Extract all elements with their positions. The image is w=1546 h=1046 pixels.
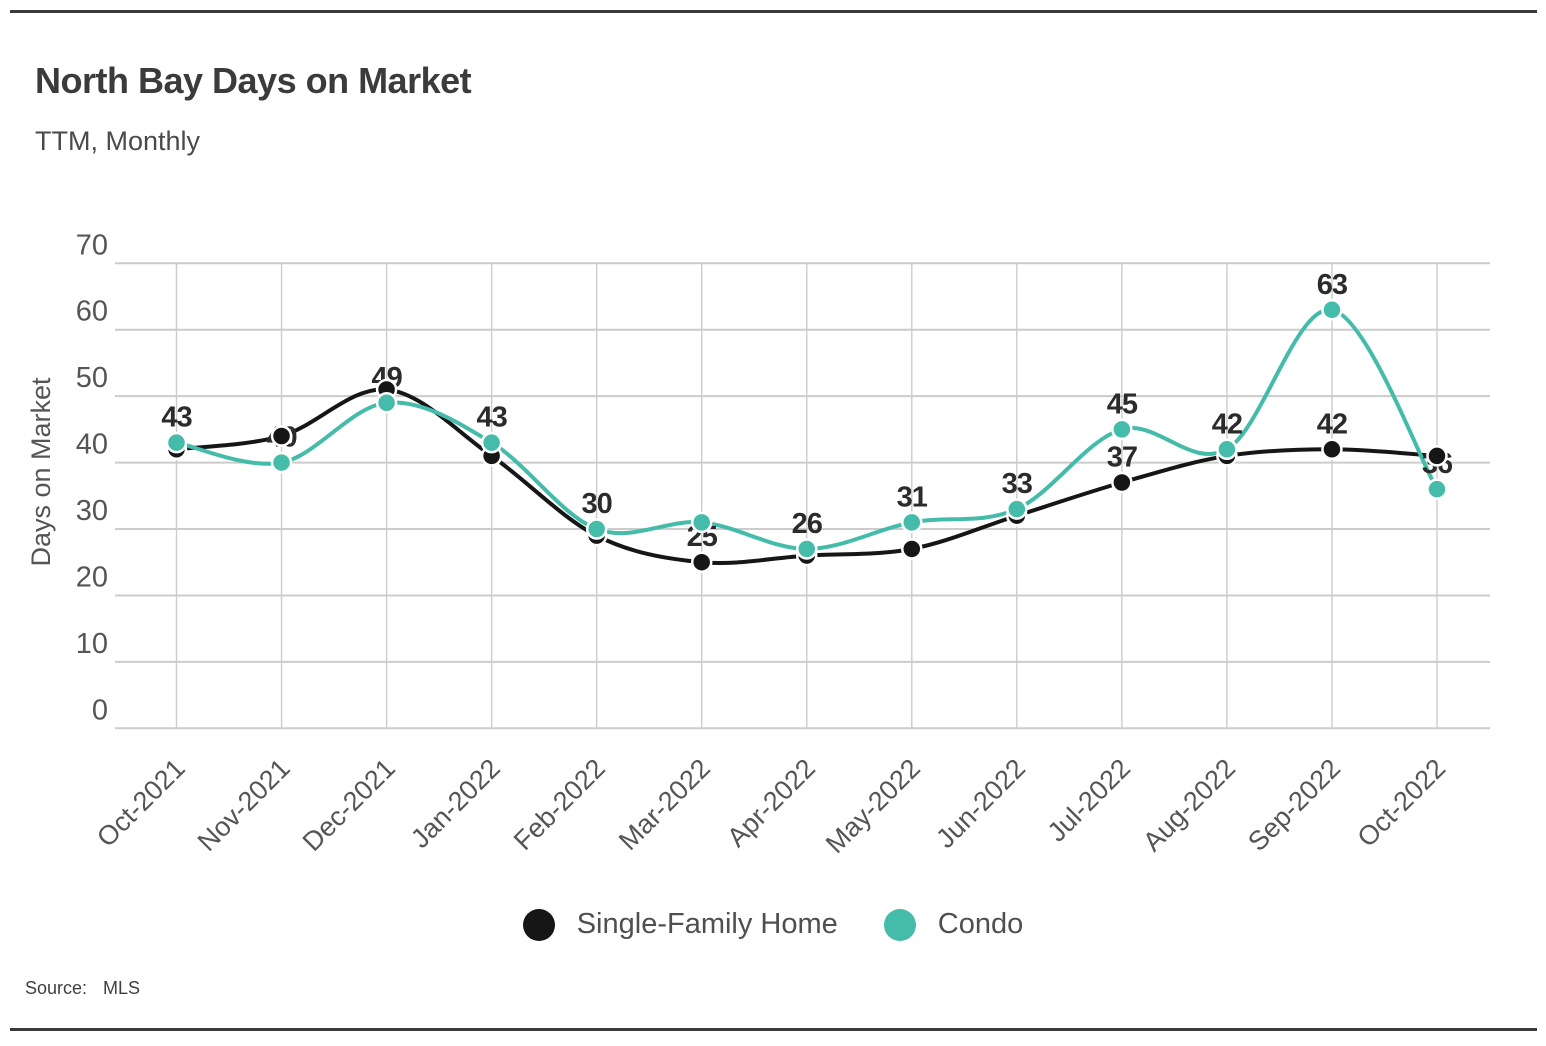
data-point-condo: [1426, 478, 1448, 500]
x-tick-label: Oct-2022: [1351, 753, 1451, 853]
legend-item-single-family-home: Single-Family Home: [522, 908, 838, 941]
data-point-single-family-home: [1426, 445, 1448, 467]
x-tick-label: Jun-2022: [930, 753, 1031, 854]
chart-subtitle: TTM, Monthly: [35, 126, 201, 156]
source-line: Source: MLS: [25, 978, 140, 999]
data-point-condo: [795, 538, 818, 560]
x-tick-label: Feb-2022: [508, 753, 611, 856]
legend-item-condo: Condo: [883, 908, 1024, 941]
y-tick-label: 0: [92, 694, 108, 726]
data-point-single-family-home: [1321, 438, 1343, 461]
data-point-condo: [165, 431, 188, 454]
data-label-condo: 63: [1317, 269, 1348, 301]
top-border-rule: [10, 10, 1537, 13]
data-point-single-family-home: [901, 538, 923, 560]
source-value: MLS: [103, 978, 141, 998]
data-point-single-family-home: [690, 551, 713, 573]
y-tick-label: 60: [76, 296, 108, 328]
data-label-single-family-home: 42: [1317, 408, 1347, 440]
x-tick-label: Apr-2022: [721, 753, 821, 853]
data-point-condo: [585, 518, 608, 540]
data-label-condo: 43: [476, 402, 507, 434]
y-tick-label: 20: [76, 561, 108, 593]
y-tick-label: 50: [76, 362, 108, 394]
data-point-single-family-home: [1111, 471, 1133, 494]
legend-label-condo: Condo: [937, 908, 1024, 940]
data-point-condo: [1321, 299, 1343, 321]
x-tick-label: Aug-2022: [1137, 753, 1241, 857]
condo-marker-icon: [883, 908, 916, 941]
data-label-condo: 42: [1212, 408, 1242, 440]
data-label-condo: 30: [582, 488, 612, 520]
y-tick-label: 40: [76, 429, 108, 461]
single-family-home-marker-icon: [522, 908, 555, 941]
chart-legend: Single-Family Home Condo: [0, 908, 1546, 941]
y-tick-label: 70: [76, 229, 108, 261]
data-label-condo: 33: [1002, 468, 1033, 500]
y-tick-label: 30: [76, 495, 108, 527]
data-label-condo: 31: [897, 481, 928, 513]
chart-title: North Bay Days on Market: [35, 60, 472, 101]
x-tick-label: Jan-2022: [405, 753, 506, 854]
y-tick-label: 10: [76, 628, 108, 660]
data-point-single-family-home: [270, 425, 293, 447]
data-point-condo: [1006, 498, 1028, 520]
x-tick-label: Mar-2022: [613, 753, 716, 856]
source-label: Source:: [25, 978, 88, 998]
y-axis-title: Days on Market: [26, 377, 56, 567]
x-tick-label: May-2022: [820, 753, 926, 859]
data-point-condo: [1216, 438, 1238, 461]
data-point-condo: [480, 431, 503, 454]
x-tick-label: Oct-2021: [91, 753, 191, 853]
data-point-condo: [690, 511, 713, 534]
legend-label-single-family-home: Single-Family Home: [576, 908, 838, 940]
data-label-condo: 45: [1107, 388, 1138, 420]
x-tick-label: Jul-2022: [1042, 753, 1136, 847]
bottom-border-rule: [10, 1028, 1537, 1031]
x-tick-label: Sep-2022: [1242, 753, 1346, 857]
data-label-single-family-home: 37: [1107, 442, 1137, 474]
data-point-condo: [1111, 418, 1133, 441]
data-point-condo: [901, 511, 923, 534]
data-label-condo: 43: [161, 402, 192, 434]
data-point-condo: [270, 451, 293, 474]
data-point-condo: [375, 392, 398, 414]
x-tick-label: Nov-2021: [192, 753, 296, 857]
data-label-single-family-home: 26: [792, 508, 823, 540]
x-tick-label: Dec-2021: [297, 753, 401, 857]
